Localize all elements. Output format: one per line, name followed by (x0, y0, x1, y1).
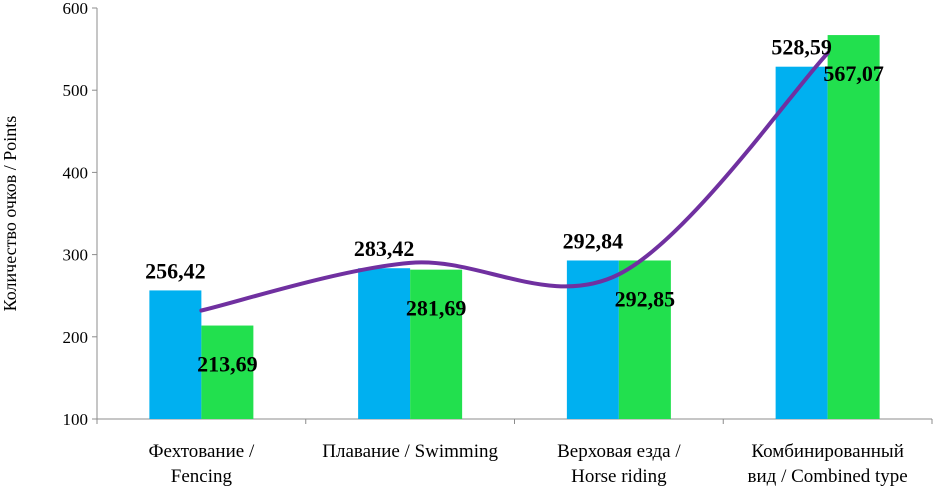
bar (201, 325, 254, 419)
y-tick-label: 400 (63, 163, 89, 182)
data-label: 567,07 (823, 61, 884, 86)
bar (358, 268, 411, 419)
y-axis-label: Количество очков / Points (0, 116, 20, 312)
bars (149, 35, 880, 420)
data-labels: 256,42 213,69 283,42 281,69 292,84 292,85 528,… (145, 35, 884, 377)
bar (149, 290, 202, 419)
data-label: 281,69 (406, 296, 467, 321)
data-label: 256,42 (145, 258, 206, 283)
category-labels: Фехтование / Fencing Плавание / Swimming Ве… (149, 441, 908, 487)
bar (618, 260, 671, 419)
category-label: Fencing (171, 466, 233, 487)
category-label: Комбинированный (751, 441, 903, 462)
bar (775, 66, 828, 419)
y-tick-label: 500 (63, 81, 89, 100)
data-label: 283,42 (354, 236, 415, 261)
y-tick-label: 200 (63, 328, 89, 347)
trendline (199, 51, 830, 313)
y-tick-label: 300 (63, 246, 89, 265)
y-tick-label: 600 (63, 0, 89, 18)
data-label: 292,84 (563, 228, 624, 253)
category-label: Верховая езда / (557, 441, 681, 462)
trendline-path (199, 51, 830, 313)
data-label: 213,69 (197, 352, 258, 377)
data-label: 528,59 (771, 35, 832, 60)
bar (410, 269, 463, 419)
bar (827, 35, 880, 420)
category-label: Фехтование / (149, 441, 255, 462)
category-label: вид / Combined type (748, 466, 908, 487)
category-label: Плавание / Swimming (322, 441, 498, 462)
y-tick-label: 100 (63, 410, 89, 429)
y-ticks: 100 200 300 400 500 600 (63, 0, 933, 429)
category-label: Horse riding (571, 466, 667, 487)
data-label: 292,85 (615, 286, 676, 311)
